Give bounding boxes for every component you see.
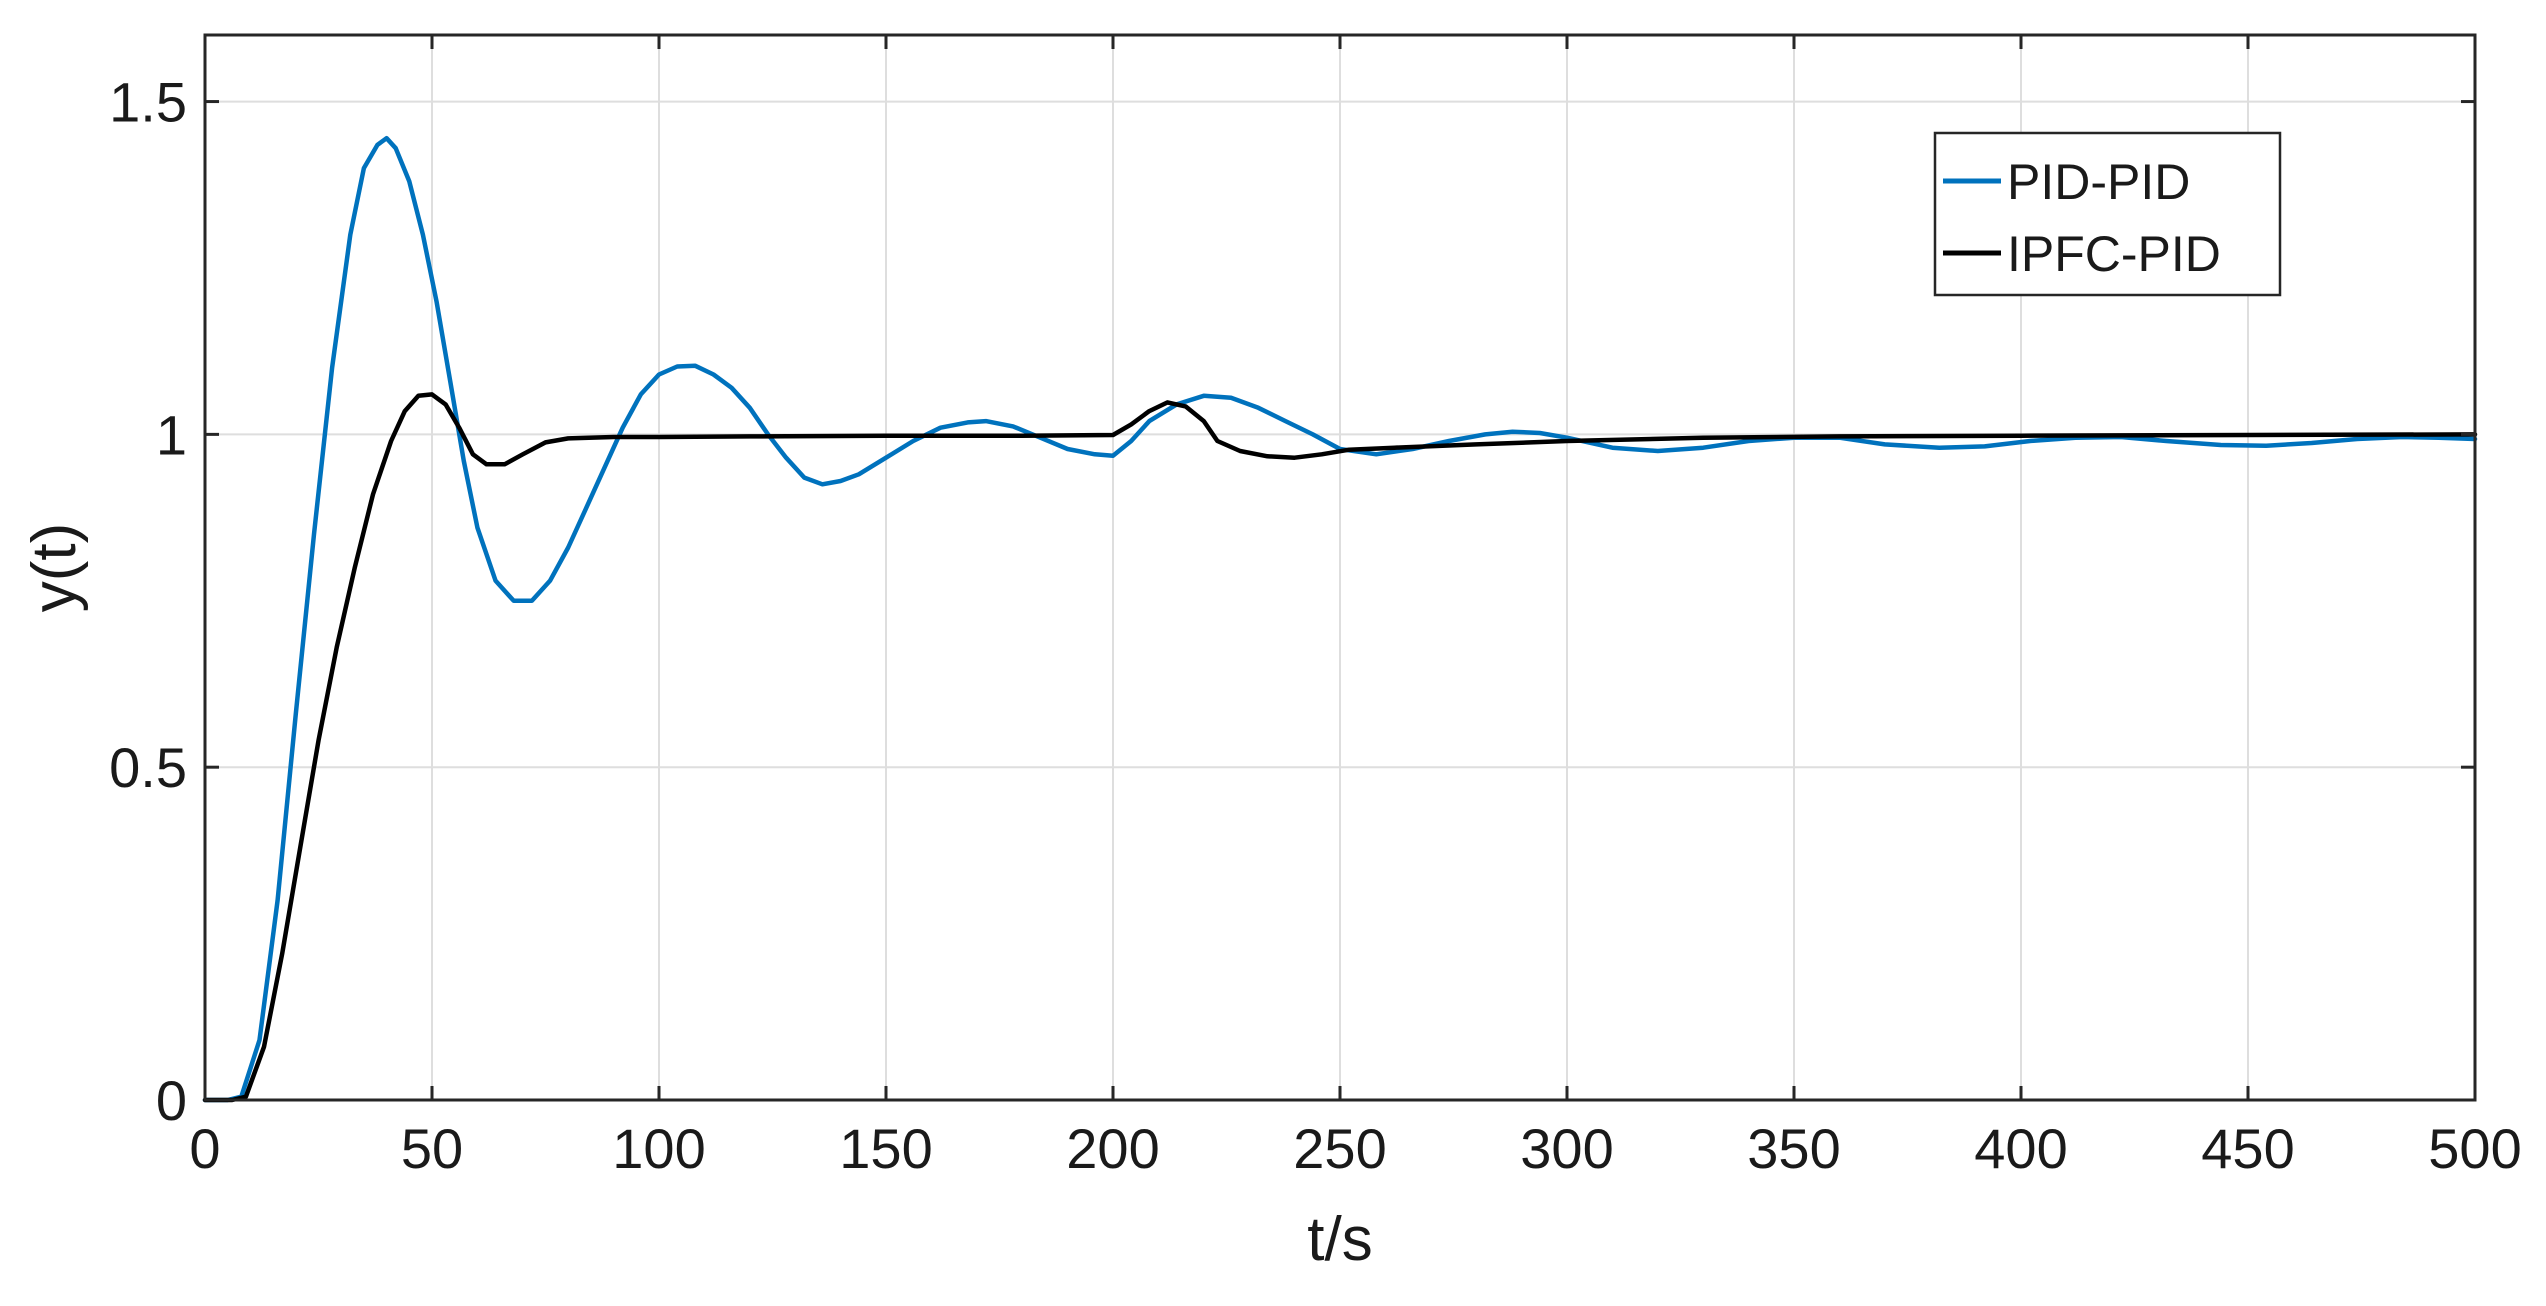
series-line-ipfc-pid bbox=[202, 392, 2478, 1103]
x-tick-label: 300 bbox=[1520, 1117, 1613, 1180]
x-tick-label: 350 bbox=[1747, 1117, 1840, 1180]
x-tick-label: 400 bbox=[1974, 1117, 2067, 1180]
y-tick-label: 1.5 bbox=[109, 71, 187, 134]
y-tick-label: 0.5 bbox=[109, 736, 187, 799]
legend: PID-PID IPFC-PID bbox=[1933, 131, 2282, 297]
x-tick-label: 250 bbox=[1293, 1117, 1386, 1180]
x-tick-label: 150 bbox=[839, 1117, 932, 1180]
tick-labels: 0 50 100 150 200 250 300 350 400 450 500 0 0.5 1 1.5 bbox=[109, 71, 2522, 1180]
x-tick-label: 0 bbox=[189, 1117, 220, 1180]
x-tick-label: 500 bbox=[2428, 1117, 2521, 1180]
ticks bbox=[203, 35, 2477, 1102]
x-axis-title: t/s bbox=[1307, 1205, 1372, 1274]
y-axis-title: y(t) bbox=[20, 523, 89, 613]
series-layer bbox=[202, 135, 2478, 1103]
legend-box bbox=[1933, 131, 2282, 297]
legend-label-ipfc-pid: IPFC-PID bbox=[2007, 226, 2221, 282]
x-tick-label: 100 bbox=[612, 1117, 705, 1180]
x-tick-label: 450 bbox=[2201, 1117, 2294, 1180]
x-tick-label: 200 bbox=[1066, 1117, 1159, 1180]
y-tick-label: 1 bbox=[156, 403, 187, 466]
x-tick-label: 50 bbox=[401, 1117, 463, 1180]
legend-label-pid-pid: PID-PID bbox=[2007, 154, 2190, 210]
y-tick-label: 0 bbox=[156, 1069, 187, 1132]
